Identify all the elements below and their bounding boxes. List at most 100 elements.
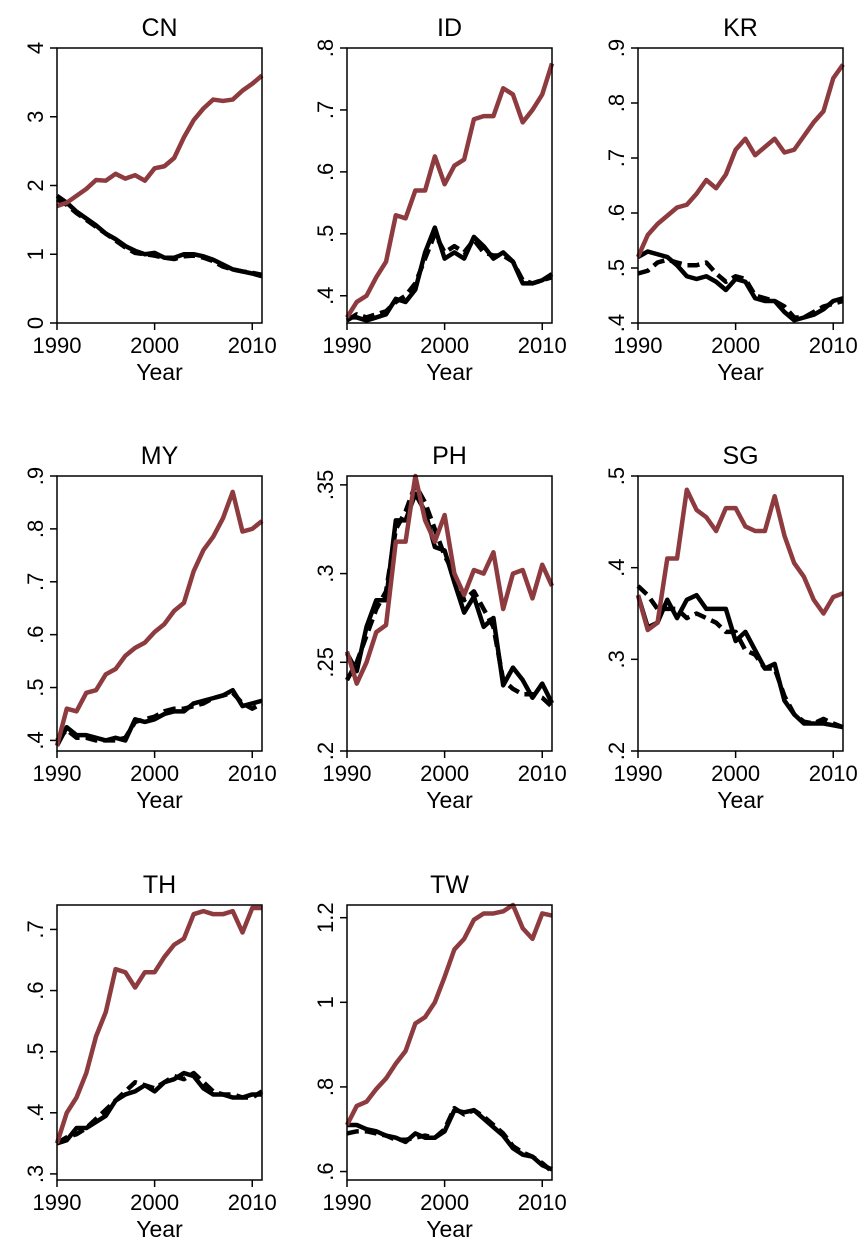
series-line bbox=[635, 592, 844, 730]
x-tick-label: 2000 bbox=[711, 333, 760, 358]
x-tick-label: 2000 bbox=[420, 333, 469, 358]
plot-frame bbox=[637, 47, 844, 324]
y-tick-label: .6 bbox=[23, 625, 48, 643]
panel-title: TW bbox=[430, 871, 469, 899]
x-tick-label: 1990 bbox=[323, 761, 372, 786]
panel: PH .2 .25 .3 .35 1990 2000 2010 Year bbox=[313, 442, 567, 813]
x-tick-label: 2010 bbox=[518, 333, 567, 358]
x-axis-label: Year bbox=[717, 359, 764, 385]
panel: CN 0 1 2 3 4 1990 2000 2010 Year bbox=[23, 14, 277, 385]
x-tick-label: 2010 bbox=[518, 761, 567, 786]
y-tick-label: .5 bbox=[604, 467, 629, 485]
y-tick-label: .4 bbox=[23, 731, 48, 749]
series-line bbox=[346, 1105, 554, 1174]
series-line bbox=[344, 902, 553, 1127]
y-tick-label: 4 bbox=[23, 42, 48, 54]
series-line bbox=[55, 197, 263, 278]
y-tick-label: .6 bbox=[313, 163, 338, 181]
x-tick-label: 2000 bbox=[130, 761, 179, 786]
series-line bbox=[636, 249, 844, 323]
panel-title: PH bbox=[432, 442, 467, 470]
x-tick-label: 1990 bbox=[33, 333, 82, 358]
x-tick-label: 1990 bbox=[323, 1190, 372, 1215]
panel-title: CN bbox=[141, 14, 177, 42]
y-tick-label: .35 bbox=[313, 470, 338, 501]
y-tick-label: .9 bbox=[23, 467, 48, 485]
y-tick-label: .8 bbox=[313, 1078, 338, 1096]
y-tick-label: .5 bbox=[23, 1042, 48, 1060]
y-tick-label: .7 bbox=[23, 920, 48, 938]
y-tick-label: .8 bbox=[23, 520, 48, 538]
y-tick-label: .7 bbox=[23, 573, 48, 591]
series-line bbox=[56, 73, 264, 209]
panel-title: ID bbox=[437, 14, 462, 42]
x-axis-label: Year bbox=[136, 787, 183, 813]
y-tick-label: .8 bbox=[604, 94, 629, 112]
y-tick-label: .25 bbox=[313, 647, 338, 678]
panel: KR .4 .5 .6 .7 .8 .9 1990 2000 2010 Year bbox=[604, 14, 858, 385]
x-tick-label: 2010 bbox=[809, 333, 858, 358]
y-tick-label: .2 bbox=[313, 742, 338, 760]
x-tick-label: 1990 bbox=[614, 333, 663, 358]
x-axis-label: Year bbox=[717, 787, 764, 813]
y-tick-label: .6 bbox=[604, 204, 629, 222]
panel-title: SG bbox=[722, 442, 758, 470]
y-tick-label: .2 bbox=[604, 742, 629, 760]
series-line bbox=[55, 690, 264, 743]
x-tick-label: 2010 bbox=[228, 1190, 277, 1215]
plot-frame bbox=[637, 475, 844, 752]
x-tick-label: 2000 bbox=[711, 761, 760, 786]
y-tick-label: 2 bbox=[23, 179, 48, 191]
y-tick-label: 0 bbox=[23, 317, 48, 329]
y-tick-label: .5 bbox=[313, 225, 338, 243]
y-tick-label: .9 bbox=[604, 39, 629, 57]
series-line bbox=[345, 482, 554, 709]
plot-frame bbox=[346, 904, 553, 1181]
x-axis-label: Year bbox=[136, 359, 183, 385]
y-tick-label: .3 bbox=[23, 1165, 48, 1183]
y-tick-label: 1.2 bbox=[313, 902, 338, 933]
x-tick-label: 2010 bbox=[228, 333, 277, 358]
x-axis-label: Year bbox=[136, 1216, 183, 1242]
y-tick-label: .3 bbox=[313, 564, 338, 582]
plot-frame bbox=[56, 475, 263, 752]
series-line bbox=[345, 231, 553, 323]
series-line bbox=[55, 1070, 264, 1146]
y-tick-label: .5 bbox=[23, 678, 48, 696]
panel: MY .4 .5 .6 .7 .8 .9 1990 2000 2010 Year bbox=[23, 442, 277, 813]
panel: SG .2 .3 .4 .5 1990 2000 2010 Year bbox=[604, 442, 858, 813]
y-tick-label: .5 bbox=[604, 259, 629, 277]
series-line bbox=[54, 489, 264, 747]
series-line bbox=[636, 584, 844, 730]
y-tick-label: .6 bbox=[313, 1162, 338, 1180]
series-line bbox=[344, 473, 555, 686]
y-tick-label: 3 bbox=[23, 111, 48, 123]
y-tick-label: .6 bbox=[23, 981, 48, 999]
plot-frame bbox=[56, 904, 263, 1181]
panel: TW .6 .8 1 1.2 1990 2000 2010 Year bbox=[313, 871, 567, 1242]
x-tick-label: 2000 bbox=[130, 333, 179, 358]
plot-frame bbox=[56, 47, 263, 324]
panel: ID .4 .5 .6 .7 .8 1990 2000 2010 Year bbox=[313, 14, 567, 385]
x-tick-label: 2010 bbox=[809, 761, 858, 786]
x-tick-label: 2010 bbox=[228, 761, 277, 786]
series-line bbox=[54, 905, 262, 1145]
y-tick-label: .4 bbox=[604, 314, 629, 332]
panel-title: MY bbox=[141, 442, 179, 470]
series-line bbox=[345, 491, 555, 705]
panel-title: TH bbox=[143, 871, 176, 899]
y-tick-label: .4 bbox=[604, 558, 629, 576]
y-tick-label: .3 bbox=[604, 650, 629, 668]
y-tick-label: .8 bbox=[313, 39, 338, 57]
x-axis-label: Year bbox=[426, 1216, 473, 1242]
y-tick-label: 1 bbox=[23, 248, 48, 260]
y-tick-label: 1 bbox=[313, 996, 338, 1008]
x-tick-label: 2000 bbox=[420, 1190, 469, 1215]
x-axis-label: Year bbox=[426, 359, 473, 385]
x-tick-label: 2000 bbox=[420, 761, 469, 786]
series-line bbox=[55, 687, 263, 747]
y-tick-label: .4 bbox=[313, 287, 338, 305]
x-tick-label: 1990 bbox=[33, 761, 82, 786]
series-line bbox=[635, 63, 845, 258]
